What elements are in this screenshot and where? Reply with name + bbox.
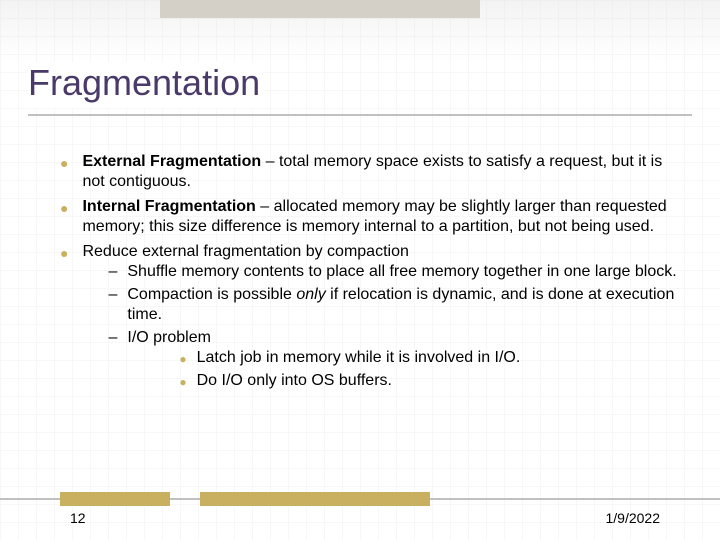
bullet-icon: ● (60, 197, 82, 238)
subsub-list: ● Latch job in memory while it is involv… (127, 348, 680, 391)
footer-date: 1/9/2022 (606, 510, 661, 526)
title-underline (28, 114, 692, 116)
bold-term: Internal Fragmentation (82, 198, 255, 215)
sub-label: I/O problem (127, 329, 211, 346)
bold-term: External Fragmentation (82, 153, 261, 170)
subsub-item: ● Do I/O only into OS buffers. (127, 371, 680, 391)
dash-icon: – (108, 262, 127, 282)
footer-text-row: 12 1/9/2022 (0, 510, 720, 526)
subsub-text: Do I/O only into OS buffers. (197, 371, 392, 391)
bullet-item: ● Reduce external fragmentation by compa… (60, 242, 680, 395)
sub-text: I/O problem ● Latch job in memory while … (127, 328, 680, 393)
bullet-item: ● External Fragmentation – total memory … (60, 152, 680, 193)
bullet-icon: ● (179, 348, 196, 368)
bullet-icon: ● (179, 371, 196, 391)
content-body: ● External Fragmentation – total memory … (60, 152, 680, 399)
sub-text: Compaction is possible only if relocatio… (127, 285, 680, 326)
dash-icon: – (108, 285, 127, 326)
bullet-text: External Fragmentation – total memory sp… (82, 152, 680, 193)
top-decorative-bar (160, 0, 480, 18)
bullet-text: Reduce external fragmentation by compact… (82, 242, 680, 395)
sub-italic: only (296, 286, 325, 303)
sub-list: – Shuffle memory contents to place all f… (82, 262, 680, 393)
sub-pre: Compaction is possible (127, 286, 296, 303)
sub-item: – Compaction is possible only if relocat… (82, 285, 680, 326)
slide-title: Fragmentation (28, 62, 264, 108)
title-area: Fragmentation (28, 62, 692, 116)
bullet-rest: Reduce external fragmentation by compact… (82, 243, 408, 260)
sub-text: Shuffle memory contents to place all fre… (127, 262, 680, 282)
subsub-item: ● Latch job in memory while it is involv… (127, 348, 680, 368)
bullet-icon: ● (60, 152, 82, 193)
dash-icon: – (108, 328, 127, 393)
bullet-icon: ● (60, 242, 82, 395)
bullet-item: ● Internal Fragmentation – allocated mem… (60, 197, 680, 238)
bullet-text: Internal Fragmentation – allocated memor… (82, 197, 680, 238)
sub-item: – Shuffle memory contents to place all f… (82, 262, 680, 282)
footer: 12 1/9/2022 (0, 492, 720, 526)
sub-item: – I/O problem ● Latch job in memory whil… (82, 328, 680, 393)
subsub-text: Latch job in memory while it is involved… (197, 348, 521, 368)
page-number: 12 (70, 510, 86, 526)
footer-decorative-line (0, 492, 720, 506)
